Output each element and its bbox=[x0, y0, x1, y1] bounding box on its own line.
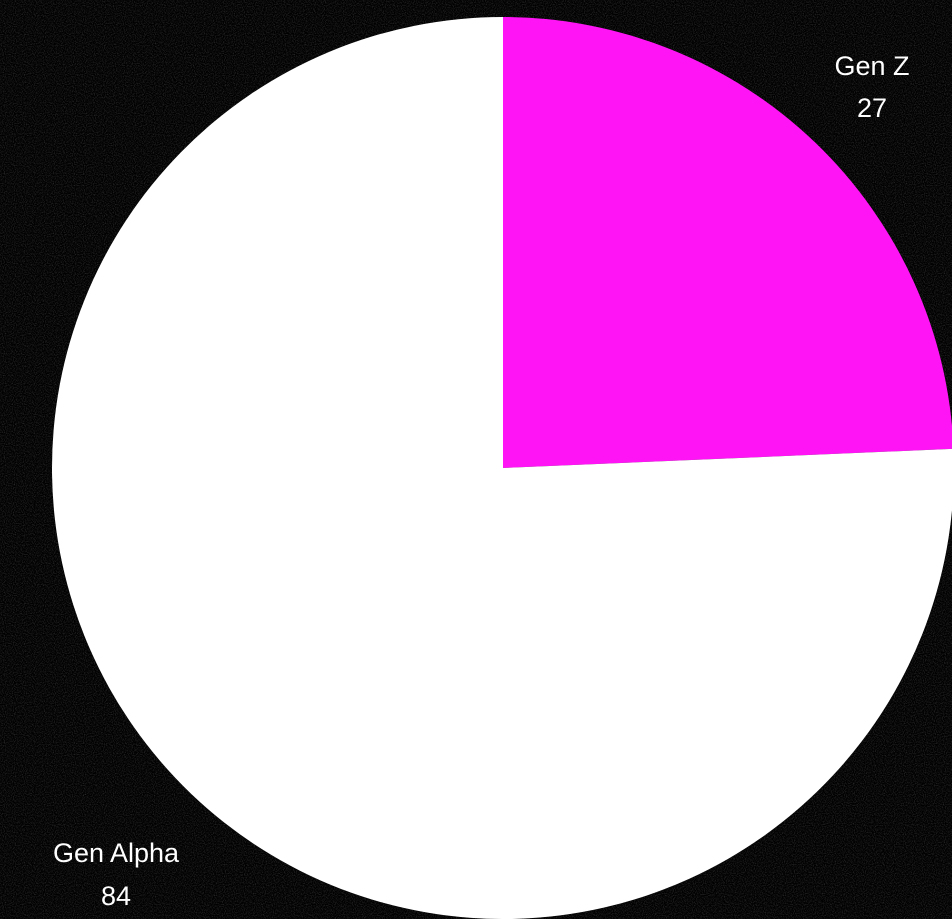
pie-slices bbox=[52, 17, 952, 919]
slice-label-name: Gen Alpha bbox=[53, 838, 180, 868]
slice-label-name: Gen Z bbox=[834, 51, 909, 81]
slice-label-value: 27 bbox=[857, 93, 887, 123]
slice-label-value: 84 bbox=[101, 881, 131, 911]
